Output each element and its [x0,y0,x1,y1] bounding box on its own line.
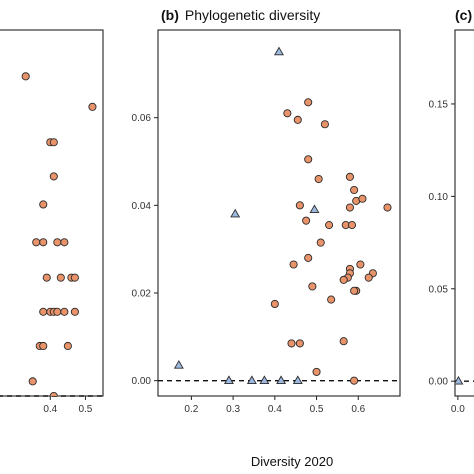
data-point-circle [88,102,97,111]
panel-b-points [173,46,392,385]
x-tick-label: 0.2 [184,404,198,415]
data-point-circle [312,367,321,376]
y-tick-label: 0.00 [429,377,449,388]
data-point-circle [32,238,41,247]
panel-b-phylogenetic-diversity: 0.2 0.3 0.4 0.5 0.6 0.00 0.02 0.04 0.06 [132,29,401,415]
data-point-triangle [230,208,241,218]
data-point-circle [270,299,279,309]
data-point-triangle [276,375,287,384]
data-point-circle [60,307,69,316]
data-point-circle [39,200,48,209]
data-point-circle [339,275,348,284]
x-tick-label: 0.5 [78,404,92,415]
data-point-circle [327,295,336,304]
panel-b-frame [157,29,401,397]
data-point-triangle [223,375,234,384]
x-tick-label: 0.5 [310,404,324,415]
data-point-circle [39,238,48,247]
data-point-circle [304,155,313,164]
data-point-circle [358,194,367,203]
y-tick-label: 0.06 [132,113,152,124]
data-point-circle [347,221,357,230]
data-point-circle [49,138,58,147]
data-point-triangle [292,375,303,384]
y-tick-label: 0.00 [132,376,152,387]
y-tick-label: 0.15 [429,99,449,110]
x-tick-label: 0.4 [43,404,57,415]
data-point-circle [295,201,304,210]
data-point-circle [39,307,48,316]
data-point-circle [283,109,292,118]
data-point-circle [49,391,58,396]
data-point-circle [316,238,325,247]
data-point-circle [53,307,62,316]
data-point-circle [28,377,37,386]
data-point-circle [60,238,69,247]
data-point-circle [356,260,365,269]
data-point-triangle [309,204,320,214]
panel-c-frame [454,29,474,397]
panel-b-title-letter: (b) [161,7,179,23]
panel-c: 0.0 0.00 0.05 0.10 0.15 [429,29,474,415]
data-point-circle [293,115,302,124]
y-tick-label: 0.02 [132,288,152,299]
data-point-circle [56,273,65,282]
data-point-triangle [173,360,184,369]
y-tick-label: 0.10 [429,192,449,203]
x-axis-label: Diversity 2020 [251,454,333,469]
panel-c-title: (c) [455,7,472,23]
x-tick-label: 0.0 [451,404,465,415]
data-point-circle [70,273,79,282]
data-point-circle [39,341,48,351]
data-point-circle [302,216,311,225]
data-point-circle [304,253,313,262]
data-point-circle [345,203,354,212]
data-point-circle [350,185,359,195]
panel-c-points [455,375,464,385]
data-point-circle [339,337,348,346]
panel-b-title: (b) Phylogenetic diversity [161,7,320,23]
panel-a: 0.4 0.5 [0,29,104,415]
data-point-triangle [274,46,284,56]
data-point-circle [308,282,317,291]
data-point-circle [320,120,329,129]
data-point-circle [364,273,373,282]
data-point-circle [314,174,323,184]
x-tick-label: 0.6 [351,404,365,415]
data-point-triangle [259,375,270,384]
data-point-circle [289,260,298,269]
data-point-circle [383,203,392,212]
data-point-circle [304,98,313,107]
panel-b-title-text: Phylogenetic diversity [185,7,320,23]
data-point-circle [49,172,58,181]
panel-a-frame [0,29,104,397]
y-tick-label: 0.05 [429,284,449,295]
data-point-circle [287,339,296,348]
data-point-circle [345,172,354,181]
data-point-triangle [246,375,257,384]
data-point-circle [350,286,359,295]
data-point-triangle [455,375,464,385]
data-point-circle [325,221,334,230]
x-tick-label: 0.4 [268,404,282,415]
data-point-circle [70,307,79,316]
data-point-circle [53,238,62,247]
data-point-circle [295,339,304,348]
data-point-circle [21,72,30,81]
x-tick-label: 0.3 [226,404,240,415]
data-point-circle [63,341,72,351]
data-point-circle [42,273,51,282]
y-tick-label: 0.04 [132,201,152,212]
data-point-circle [350,376,359,385]
panel-a-points [21,72,97,396]
